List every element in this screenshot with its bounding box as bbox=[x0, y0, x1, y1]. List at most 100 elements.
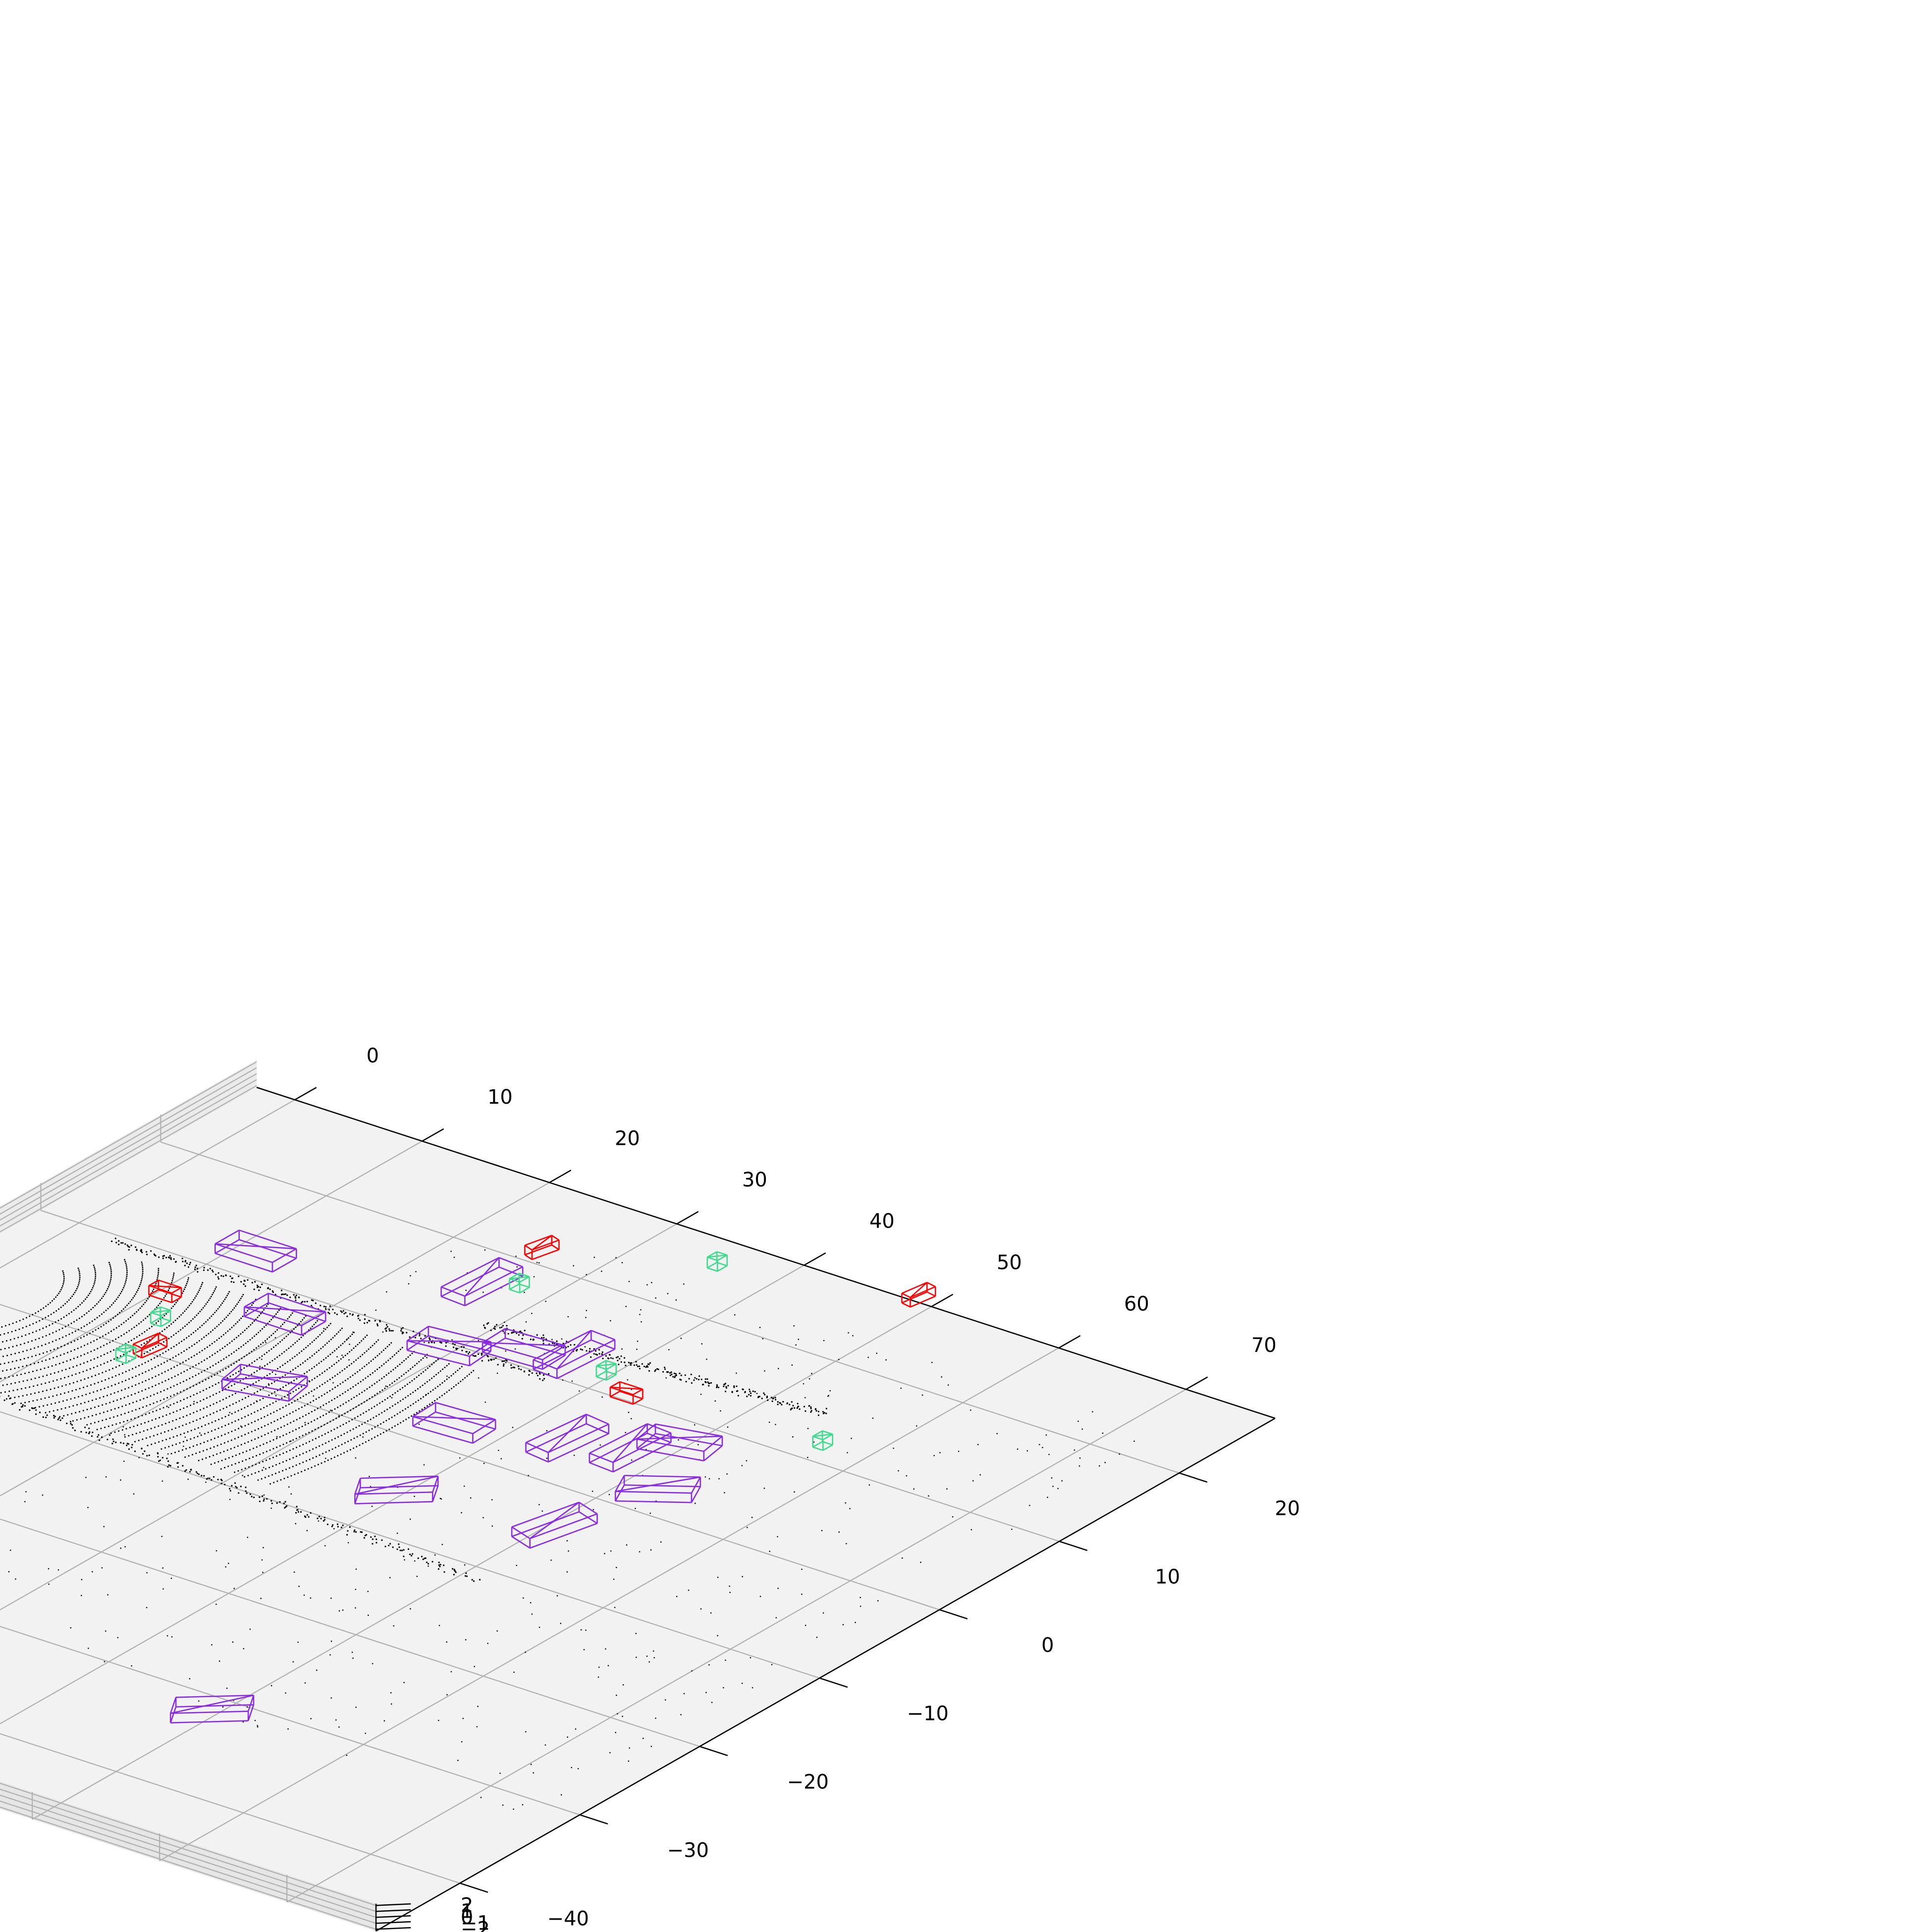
lidar-point bbox=[412, 1353, 413, 1354]
lidar-point bbox=[234, 1411, 236, 1413]
lidar-point bbox=[531, 1764, 532, 1765]
lidar-point bbox=[264, 1425, 266, 1427]
lidar-point bbox=[324, 1329, 326, 1330]
lidar-point bbox=[421, 1556, 423, 1557]
lidar-point bbox=[359, 1445, 361, 1446]
lidar-point bbox=[138, 1392, 139, 1393]
lidar-point bbox=[262, 1559, 263, 1561]
lidar-point bbox=[172, 1276, 174, 1278]
lidar-point bbox=[244, 1434, 246, 1435]
lidar-point bbox=[222, 1399, 224, 1400]
lidar-point bbox=[293, 1391, 294, 1393]
lidar-point bbox=[238, 1371, 239, 1372]
lidar-point bbox=[98, 1382, 99, 1383]
lidar-point bbox=[309, 1357, 311, 1358]
lidar-point bbox=[136, 1291, 137, 1293]
lidar-point bbox=[316, 1669, 318, 1671]
lidar-point bbox=[319, 1446, 320, 1447]
lidar-point bbox=[275, 1345, 276, 1346]
lidar-point bbox=[379, 1402, 380, 1404]
lidar-point bbox=[253, 1497, 255, 1498]
lidar-point bbox=[335, 1418, 337, 1419]
lidar-point bbox=[141, 1305, 143, 1307]
lidar-point bbox=[726, 1473, 728, 1475]
lidar-point bbox=[90, 1291, 92, 1292]
lidar-point bbox=[162, 1588, 164, 1590]
lidar-point bbox=[357, 1315, 359, 1317]
lidar-point bbox=[94, 1349, 95, 1351]
lidar-point bbox=[16, 1321, 17, 1323]
lidar-point bbox=[568, 1551, 569, 1552]
lidar-point bbox=[199, 1418, 201, 1419]
lidar-point bbox=[73, 1293, 74, 1295]
lidar-point bbox=[759, 1327, 761, 1328]
lidar-point bbox=[636, 1349, 638, 1350]
lidar-point bbox=[426, 1394, 427, 1395]
lidar-point bbox=[320, 1348, 322, 1349]
lidar-point bbox=[184, 1326, 186, 1327]
lidar-point bbox=[222, 1320, 223, 1322]
lidar-point bbox=[275, 1473, 276, 1474]
lidar-point bbox=[99, 1315, 100, 1317]
lidar-point bbox=[277, 1368, 278, 1369]
lidar-point bbox=[52, 1300, 53, 1302]
lidar-point bbox=[297, 1399, 298, 1400]
lidar-point bbox=[623, 1684, 624, 1686]
lidar-point bbox=[1029, 1505, 1030, 1506]
lidar-point bbox=[122, 1242, 123, 1243]
lidar-point bbox=[131, 1328, 133, 1330]
lidar-point bbox=[251, 1473, 253, 1475]
lidar-point bbox=[339, 1610, 340, 1611]
lidar-point bbox=[443, 1564, 444, 1566]
lidar-point bbox=[170, 1258, 172, 1260]
lidar-point bbox=[705, 1476, 706, 1478]
lidar-point bbox=[245, 1286, 246, 1287]
lidar-point bbox=[162, 1440, 163, 1442]
lidar-point bbox=[365, 1733, 366, 1734]
lidar-point bbox=[429, 1338, 430, 1339]
lidar-point bbox=[426, 1357, 428, 1358]
lidar-point bbox=[142, 1265, 143, 1267]
lidar-point bbox=[123, 1308, 124, 1310]
lidar-point bbox=[346, 1366, 348, 1368]
lidar-point bbox=[224, 1298, 225, 1300]
lidar-point bbox=[173, 1385, 175, 1387]
lidar-point bbox=[585, 1317, 587, 1318]
lidar-point bbox=[101, 1313, 103, 1315]
lidar-point bbox=[173, 1403, 174, 1404]
lidar-point bbox=[319, 1374, 321, 1376]
lidar-point bbox=[254, 1320, 255, 1322]
lidar-point bbox=[38, 1346, 39, 1347]
lidar-point bbox=[241, 1444, 242, 1446]
lidar-point bbox=[79, 1411, 80, 1412]
lidar-point bbox=[257, 1391, 258, 1393]
lidar-point bbox=[88, 1648, 89, 1649]
lidar-point bbox=[170, 1257, 172, 1259]
x-tick-label: 50 bbox=[997, 1251, 1022, 1274]
lidar-point bbox=[94, 1319, 96, 1320]
lidar-point bbox=[220, 1322, 221, 1324]
lidar-point bbox=[120, 1414, 122, 1415]
lidar-point bbox=[314, 1366, 315, 1368]
lidar-point bbox=[358, 1318, 359, 1319]
lidar-point bbox=[301, 1406, 303, 1408]
lidar-point bbox=[264, 1326, 265, 1328]
lidar-point bbox=[257, 1285, 258, 1286]
lidar-point bbox=[112, 1439, 114, 1440]
lidar-point bbox=[365, 1441, 367, 1443]
lidar-point bbox=[52, 1332, 54, 1334]
lidar-point bbox=[143, 1398, 145, 1399]
lidar-point bbox=[314, 1389, 315, 1391]
lidar-point bbox=[34, 1393, 36, 1394]
lidar-point bbox=[138, 1323, 140, 1325]
lidar-point bbox=[466, 1575, 468, 1577]
lidar-point bbox=[294, 1400, 296, 1402]
lidar-point bbox=[440, 1370, 441, 1372]
lidar-point bbox=[213, 1476, 215, 1478]
lidar-point bbox=[670, 1375, 671, 1376]
lidar-point bbox=[794, 1491, 795, 1493]
lidar-point bbox=[199, 1327, 201, 1328]
lidar-point bbox=[395, 1367, 396, 1369]
lidar-point bbox=[101, 1437, 103, 1438]
lidar-point bbox=[70, 1398, 72, 1399]
